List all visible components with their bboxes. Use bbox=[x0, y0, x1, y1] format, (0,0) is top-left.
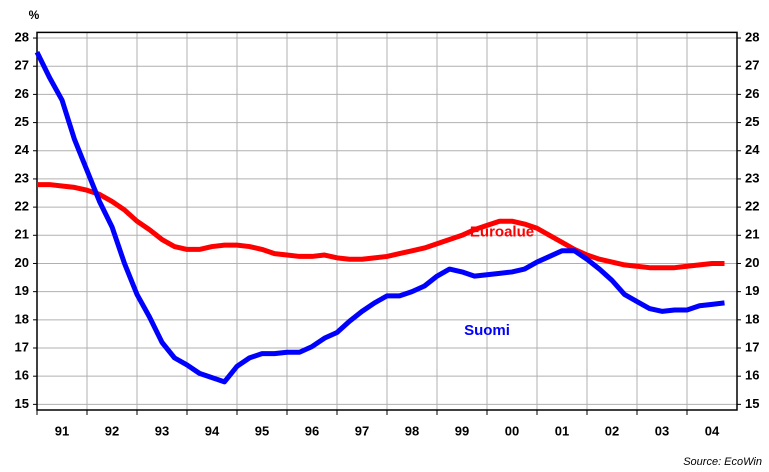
y-tick-label: 20 bbox=[15, 255, 29, 270]
x-tick-label: 03 bbox=[655, 423, 669, 438]
x-tick-label: 98 bbox=[405, 423, 419, 438]
y2-tick-label: 23 bbox=[745, 170, 759, 185]
x-tick-label: 04 bbox=[705, 423, 720, 438]
line-series bbox=[34, 51, 725, 385]
y-tick-label: 21 bbox=[15, 227, 29, 242]
y-tick-label: 27 bbox=[15, 58, 29, 73]
x-tick-label: 01 bbox=[555, 423, 569, 438]
y2-tick-label: 16 bbox=[745, 368, 759, 383]
y2-tick-label: 19 bbox=[745, 283, 759, 298]
x-tick-label: 96 bbox=[305, 423, 319, 438]
x-tick-label: 92 bbox=[105, 423, 119, 438]
x-tick-label: 95 bbox=[255, 423, 269, 438]
x-tick-label: 97 bbox=[355, 423, 369, 438]
y2-tick-label: 27 bbox=[745, 58, 759, 73]
y2-tick-label: 22 bbox=[745, 199, 759, 214]
x-tick-label: 91 bbox=[55, 423, 69, 438]
y-tick-label: 17 bbox=[15, 339, 29, 354]
y-unit: % bbox=[29, 8, 40, 22]
x-tick-label: 00 bbox=[505, 423, 519, 438]
y-tick-label: 28 bbox=[15, 29, 29, 44]
x-tick-label: 99 bbox=[455, 423, 469, 438]
y-tick-label: 15 bbox=[15, 396, 29, 411]
x-tick-label: 94 bbox=[205, 423, 220, 438]
y-tick-label: 24 bbox=[15, 142, 30, 157]
y-tick-label: 23 bbox=[15, 170, 29, 185]
y2-tick-label: 28 bbox=[745, 29, 759, 44]
line-series bbox=[37, 182, 725, 271]
y-tick-label: 16 bbox=[15, 368, 29, 383]
y-tick-label: 22 bbox=[15, 199, 29, 214]
y2-tick-label: 21 bbox=[745, 227, 759, 242]
y2-tick-label: 17 bbox=[745, 339, 759, 354]
y-tick-label: 19 bbox=[15, 283, 29, 298]
plot-frame bbox=[36, 31, 738, 411]
y2-tick-label: 15 bbox=[745, 396, 759, 411]
y-tick-label: 18 bbox=[15, 311, 29, 326]
series-label: Suomi bbox=[464, 322, 510, 339]
source: Source: EcoWin bbox=[683, 456, 762, 468]
x-tick-label: 93 bbox=[155, 423, 169, 438]
x-tick-label: 02 bbox=[605, 423, 619, 438]
y-tick-label: 25 bbox=[15, 114, 29, 129]
series-label: Euroalue bbox=[470, 223, 534, 240]
y2-tick-label: 26 bbox=[745, 86, 759, 101]
y2-tick-label: 24 bbox=[745, 142, 760, 157]
y2-tick-label: 25 bbox=[745, 114, 759, 129]
y2-tick-label: 18 bbox=[745, 311, 759, 326]
y2-tick-label: 20 bbox=[745, 255, 759, 270]
y-tick-label: 26 bbox=[15, 86, 29, 101]
